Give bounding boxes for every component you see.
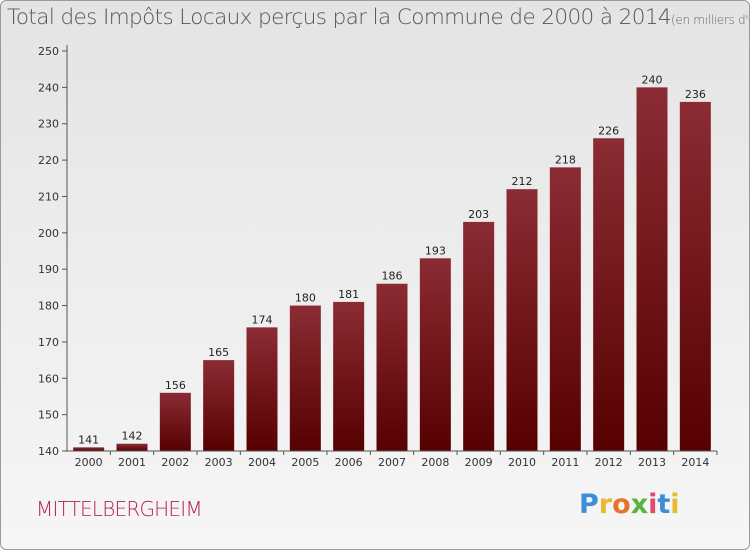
bar — [159, 392, 191, 451]
x-tick-label: 2002 — [161, 456, 189, 469]
bar-value-label: 193 — [425, 244, 446, 257]
bar — [636, 87, 668, 451]
bar — [203, 360, 235, 451]
bar-value-label: 181 — [338, 288, 359, 301]
x-tick-label: 2013 — [638, 456, 666, 469]
y-tick-label: 160 — [38, 372, 59, 385]
bar — [246, 327, 278, 451]
x-tick-label: 2010 — [508, 456, 536, 469]
bar-value-label: 165 — [208, 346, 229, 359]
brand-logo: Proxiti — [579, 489, 680, 520]
bars: 141 142 156 165 174 180 181 186 193 203 212 218 226 2… — [73, 73, 711, 452]
bar-value-label: 156 — [165, 379, 186, 392]
brand-logo-letter: i — [670, 489, 680, 520]
y-tick-label: 250 — [38, 45, 59, 58]
brand-logo-letter: P — [579, 489, 599, 520]
commune-name: MITTELBERGHEIM — [36, 497, 203, 521]
brand-logo-letter: r — [598, 489, 613, 520]
bar-value-label: 174 — [252, 313, 273, 326]
bar — [333, 301, 365, 451]
x-tick-label: 2012 — [595, 456, 623, 469]
x-tick-label: 2008 — [421, 456, 449, 469]
bar — [463, 221, 495, 451]
y-tick-label: 180 — [38, 300, 59, 313]
y-tick-label: 150 — [38, 409, 59, 422]
bar-value-label: 186 — [382, 270, 403, 283]
bar — [376, 283, 408, 451]
x-tick-label: 2004 — [248, 456, 276, 469]
bar — [289, 305, 321, 451]
x-tick-label: 2009 — [465, 456, 493, 469]
bar — [549, 167, 581, 451]
bar — [593, 138, 625, 452]
brand-logo-letter: t — [657, 489, 671, 520]
bar — [116, 443, 148, 451]
y-axis: 140 150 160 170 180 190 200 210 220 230 240 250 — [38, 45, 68, 458]
chart-title-text: Total des Impôts Locaux perçus par la Co… — [7, 5, 672, 30]
bar-value-label: 240 — [642, 73, 663, 86]
chart-subtitle: (en milliers d'€) — [671, 13, 749, 27]
x-tick-label: 2011 — [551, 456, 579, 469]
bar-value-label: 226 — [598, 124, 619, 137]
x-tick-label: 2001 — [118, 456, 146, 469]
bar — [679, 101, 711, 451]
y-tick-label: 220 — [38, 154, 59, 167]
bar-value-label: 180 — [295, 292, 316, 305]
y-tick-label: 210 — [38, 190, 59, 203]
y-tick-label: 230 — [38, 118, 59, 131]
brand-logo-letter: o — [612, 489, 631, 520]
brand-logo-letter: i — [648, 489, 658, 520]
y-tick-label: 170 — [38, 336, 59, 349]
bar — [419, 258, 451, 451]
x-tick-label: 2007 — [378, 456, 406, 469]
x-tick-label: 2003 — [205, 456, 233, 469]
bar-value-label: 236 — [685, 88, 706, 101]
bar-value-label: 141 — [78, 433, 99, 446]
x-tick-label: 2006 — [335, 456, 363, 469]
y-tick-label: 240 — [38, 81, 59, 94]
x-tick-label: 2014 — [681, 456, 709, 469]
y-tick-label: 200 — [38, 227, 59, 240]
y-tick-label: 190 — [38, 263, 59, 276]
bar-value-label: 218 — [555, 153, 576, 166]
chart-title: Total des Impôts Locaux perçus par la Co… — [7, 5, 749, 30]
bar-value-label: 142 — [122, 430, 143, 443]
x-axis: 2000 2001 2002 2003 2004 2005 2006 2007 2008 2009… — [67, 450, 718, 469]
y-tick-label: 140 — [38, 445, 59, 458]
bar — [506, 189, 538, 451]
bar — [73, 447, 105, 451]
x-tick-label: 2000 — [75, 456, 103, 469]
bar-value-label: 203 — [468, 208, 489, 221]
x-tick-label: 2005 — [291, 456, 319, 469]
brand-logo-letter: x — [630, 489, 649, 520]
bar-value-label: 212 — [512, 175, 533, 188]
